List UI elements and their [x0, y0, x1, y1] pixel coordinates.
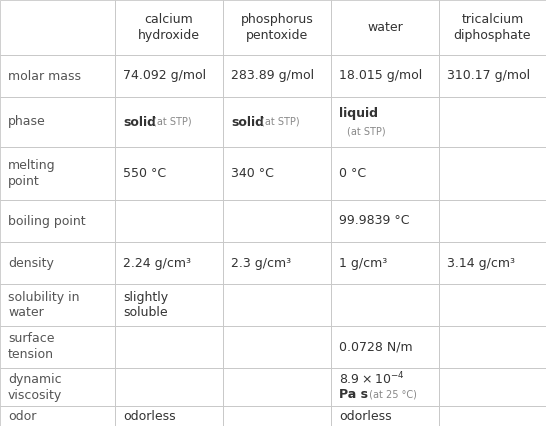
- Bar: [439, 55, 546, 97]
- Text: odor: odor: [8, 409, 37, 423]
- Text: (at 25 °C): (at 25 °C): [366, 390, 417, 400]
- Bar: [0, 200, 115, 242]
- Bar: [0, 55, 115, 97]
- Bar: [331, 147, 439, 200]
- Text: solubility in
water: solubility in water: [8, 291, 80, 320]
- Text: 550 °C: 550 °C: [123, 167, 166, 180]
- Bar: [115, 147, 223, 200]
- Bar: [0, 326, 115, 368]
- Text: 1 g/cm³: 1 g/cm³: [339, 256, 387, 270]
- Bar: [115, 0, 223, 55]
- Bar: [115, 200, 223, 242]
- Bar: [439, 406, 546, 426]
- Bar: [439, 326, 546, 368]
- Text: density: density: [8, 256, 54, 270]
- Text: 2.24 g/cm³: 2.24 g/cm³: [123, 256, 191, 270]
- Bar: [115, 97, 223, 147]
- Text: 283.89 g/mol: 283.89 g/mol: [231, 69, 314, 83]
- Text: phosphorus
pentoxide: phosphorus pentoxide: [241, 13, 313, 42]
- Bar: [331, 406, 439, 426]
- Bar: [0, 147, 115, 200]
- Bar: [223, 406, 331, 426]
- Bar: [0, 406, 115, 426]
- Bar: [223, 284, 331, 326]
- Text: solid: solid: [231, 115, 264, 129]
- Bar: [331, 200, 439, 242]
- Text: 99.9839 °C: 99.9839 °C: [339, 215, 410, 227]
- Bar: [331, 368, 439, 406]
- Bar: [223, 326, 331, 368]
- Text: (at STP): (at STP): [153, 117, 192, 127]
- Bar: [115, 406, 223, 426]
- Bar: [439, 368, 546, 406]
- Text: (at STP): (at STP): [261, 117, 300, 127]
- Bar: [115, 284, 223, 326]
- Bar: [331, 326, 439, 368]
- Bar: [115, 55, 223, 97]
- Bar: [439, 284, 546, 326]
- Bar: [439, 147, 546, 200]
- Bar: [0, 97, 115, 147]
- Text: (at STP): (at STP): [347, 126, 385, 136]
- Text: liquid: liquid: [339, 106, 378, 120]
- Text: Pa s: Pa s: [339, 388, 368, 401]
- Bar: [439, 97, 546, 147]
- Text: odorless: odorless: [123, 409, 176, 423]
- Bar: [439, 0, 546, 55]
- Bar: [223, 147, 331, 200]
- Bar: [331, 0, 439, 55]
- Text: tricalcium
diphosphate: tricalcium diphosphate: [454, 13, 531, 42]
- Bar: [331, 97, 439, 147]
- Text: calcium
hydroxide: calcium hydroxide: [138, 13, 200, 42]
- Text: odorless: odorless: [339, 409, 391, 423]
- Bar: [115, 368, 223, 406]
- Text: molar mass: molar mass: [8, 69, 81, 83]
- Text: melting
point: melting point: [8, 159, 56, 188]
- Text: slightly
soluble: slightly soluble: [123, 291, 168, 320]
- Text: phase: phase: [8, 115, 46, 129]
- Text: 0.0728 N/m: 0.0728 N/m: [339, 340, 413, 354]
- Text: 2.3 g/cm³: 2.3 g/cm³: [231, 256, 291, 270]
- Bar: [223, 0, 331, 55]
- Text: 18.015 g/mol: 18.015 g/mol: [339, 69, 422, 83]
- Bar: [439, 200, 546, 242]
- Bar: [223, 97, 331, 147]
- Text: 0 °C: 0 °C: [339, 167, 366, 180]
- Bar: [223, 55, 331, 97]
- Bar: [331, 55, 439, 97]
- Text: 74.092 g/mol: 74.092 g/mol: [123, 69, 206, 83]
- Text: boiling point: boiling point: [8, 215, 86, 227]
- Bar: [331, 242, 439, 284]
- Text: $8.9\times10^{-4}$: $8.9\times10^{-4}$: [339, 371, 405, 388]
- Text: 3.14 g/cm³: 3.14 g/cm³: [447, 256, 515, 270]
- Text: solid: solid: [123, 115, 156, 129]
- Bar: [0, 368, 115, 406]
- Bar: [223, 368, 331, 406]
- Bar: [115, 326, 223, 368]
- Bar: [0, 284, 115, 326]
- Bar: [439, 242, 546, 284]
- Text: 310.17 g/mol: 310.17 g/mol: [447, 69, 530, 83]
- Text: surface
tension: surface tension: [8, 333, 55, 362]
- Text: dynamic
viscosity: dynamic viscosity: [8, 372, 62, 401]
- Bar: [331, 284, 439, 326]
- Bar: [0, 242, 115, 284]
- Text: water: water: [367, 21, 403, 34]
- Text: 340 °C: 340 °C: [231, 167, 274, 180]
- Bar: [0, 0, 115, 55]
- Bar: [223, 200, 331, 242]
- Bar: [115, 242, 223, 284]
- Bar: [223, 242, 331, 284]
